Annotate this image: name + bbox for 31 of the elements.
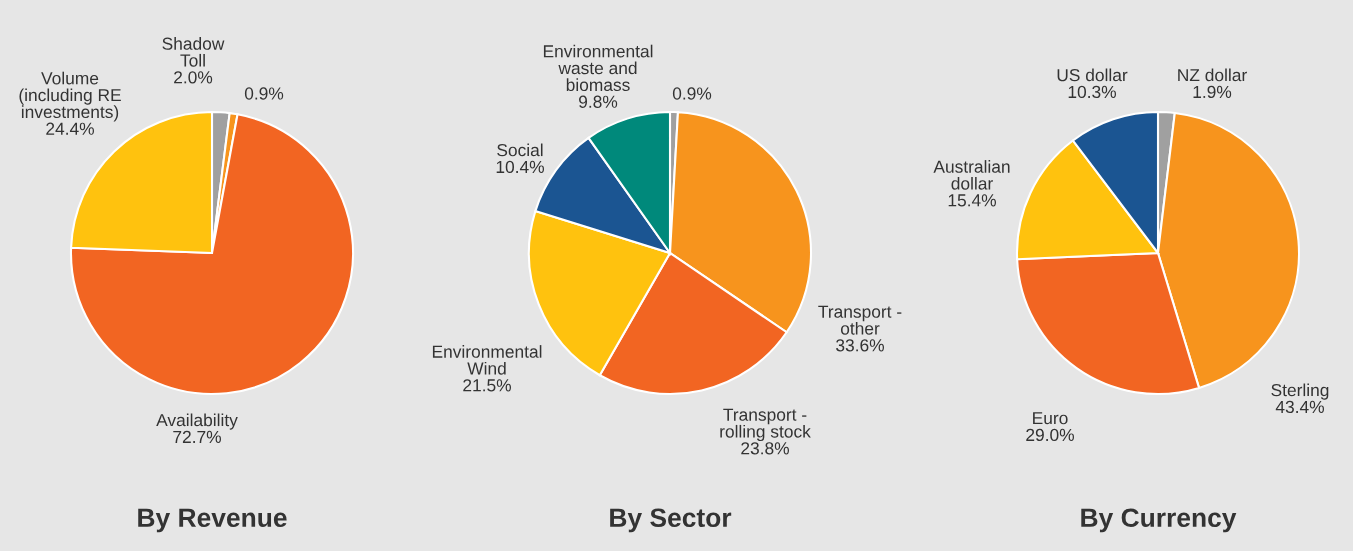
data-label: 29.0%: [1026, 428, 1074, 442]
data-label: 10.3%: [1068, 85, 1116, 99]
data-label: 0.9%: [244, 87, 284, 100]
data-label: 0.9%: [672, 87, 712, 100]
slice-label: Transport - rolling stock: [720, 408, 811, 442]
data-label: 24.4%: [46, 122, 94, 135]
data-label: 1.9%: [1193, 85, 1232, 99]
slice-label: Environmental Wind: [432, 345, 542, 375]
slice-label: NZ dollar: [1178, 68, 1247, 82]
slice-label: Australian dollar: [933, 160, 1010, 190]
slice-label: Shadow Toll: [162, 37, 225, 67]
data-label: 21.5%: [463, 379, 511, 392]
data-label: 72.7%: [173, 430, 221, 443]
slice-label: Transport - other: [818, 305, 902, 335]
text: By Revenue: [138, 508, 287, 533]
slice-label: Sterling: [1271, 383, 1329, 400]
data-label: 9.8%: [579, 95, 618, 108]
data-label: 15.4%: [948, 194, 996, 207]
slice-label: Environmental waste and biomass: [543, 44, 653, 92]
data-label: 10.4%: [496, 160, 544, 174]
text: By Currency: [1081, 508, 1237, 533]
data-label: 2.0%: [174, 71, 213, 84]
slice-label: Volume (including RE investments): [19, 71, 121, 122]
data-label: 43.4%: [1275, 400, 1324, 414]
slice-label: Euro: [1033, 412, 1068, 425]
data-label: 23.8%: [741, 442, 789, 455]
text: By Sector: [610, 508, 732, 533]
slice-label: Availability: [156, 413, 238, 430]
slice-label: US dollar: [1057, 68, 1128, 82]
slice-label: Social: [497, 143, 543, 157]
data-label: 33.6%: [836, 339, 884, 352]
